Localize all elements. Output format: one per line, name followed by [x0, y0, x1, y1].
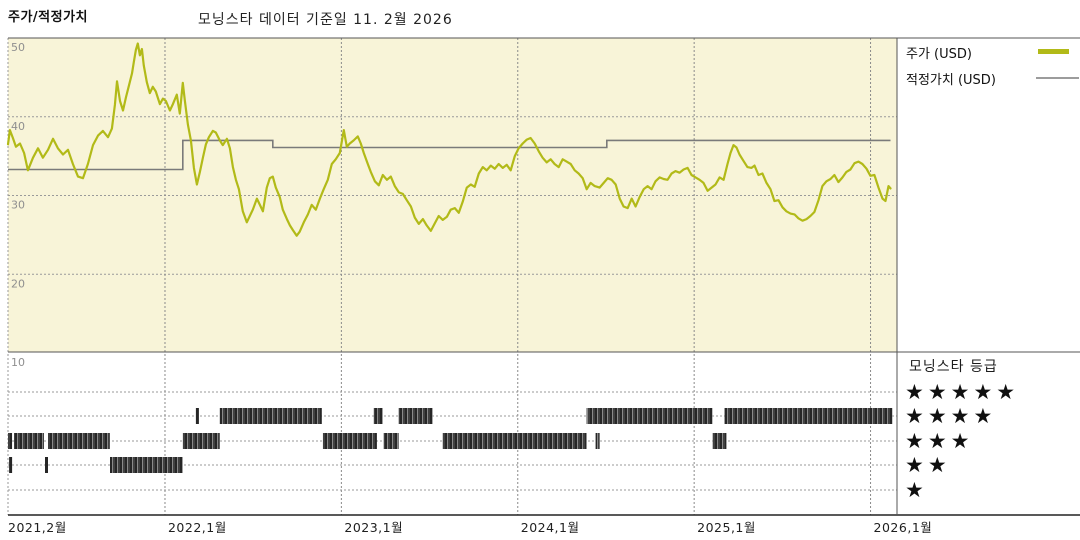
- legend-price-label: 주가 (USD): [906, 47, 972, 62]
- chart-legend: 주가 (USD) 적정가치 (USD): [897, 38, 1080, 90]
- star-rating-row-3: ★★★: [905, 429, 974, 453]
- star-rating-row-1: ★: [905, 478, 928, 502]
- fair-value-line: [8, 139, 891, 171]
- rating-band-4-star-0: [195, 408, 199, 424]
- rating-band-3-star-0: [8, 433, 13, 449]
- y-axis-label-10: 10: [11, 356, 25, 369]
- legend-fair-value-label: 적정가치 (USD): [906, 73, 996, 88]
- rating-band-4-star-3: [398, 408, 433, 424]
- rating-band-3-star-2: [48, 433, 110, 449]
- price-line: [6, 42, 892, 237]
- x-axis-label-2023,1월: 2023,1월: [344, 520, 404, 535]
- price-line-swatch: [1038, 49, 1069, 54]
- rating-band-3-star-5: [383, 433, 399, 449]
- rating-band-3-star-6: [442, 433, 587, 449]
- rating-panel-title: 모닝스타 등급: [909, 359, 998, 375]
- fair-value-line-swatch: [1036, 77, 1079, 79]
- rating-band-2-star-2: [110, 457, 183, 473]
- rating-band-4-star-5: [724, 408, 893, 424]
- y-axis-label-50: 50: [11, 41, 25, 54]
- y-axis-label-20: 20: [11, 277, 25, 290]
- x-axis-label-2021,2월: 2021,2월: [8, 520, 67, 535]
- x-axis-label-2022,1월: 2022,1월: [167, 520, 227, 535]
- chart-title: 모닝스타 데이터 기준일 11. 2월 2026: [198, 12, 453, 28]
- rating-band-3-star-3: [182, 433, 220, 449]
- rating-band-3-star-1: [14, 433, 44, 449]
- rating-band-3-star-4: [322, 433, 377, 449]
- star-rating-row-5: ★★★★★: [905, 380, 1020, 404]
- star-rating-row-2: ★★: [905, 453, 951, 477]
- morningstar-rating-panel: 모닝스타 등급 ★★★★★ ★★★★ ★★★ ★★ ★: [897, 352, 1080, 515]
- legend-row-fair-value: 적정가치 (USD): [897, 64, 1080, 90]
- rating-band-4-star-1: [219, 408, 322, 424]
- y-axis-label-40: 40: [11, 120, 25, 133]
- y-axis-label-30: 30: [11, 199, 25, 212]
- rating-band-2-star-1: [45, 457, 48, 473]
- rating-band-2-star-0: [9, 457, 13, 473]
- x-axis-label-2025,1월: 2025,1월: [697, 520, 756, 535]
- rating-band-3-star-7: [595, 433, 600, 449]
- x-axis-label-2024,1월: 2024,1월: [520, 520, 580, 535]
- section-label: 주가/적정가치: [8, 10, 89, 25]
- rating-band-3-star-8: [712, 433, 727, 449]
- rating-band-4-star-4: [586, 408, 713, 424]
- rating-band-4-star-2: [373, 408, 383, 424]
- star-rating-row-4: ★★★★: [905, 404, 997, 428]
- x-axis-label-2026,1월: 2026,1월: [873, 520, 933, 535]
- legend-row-price: 주가 (USD): [897, 38, 1080, 64]
